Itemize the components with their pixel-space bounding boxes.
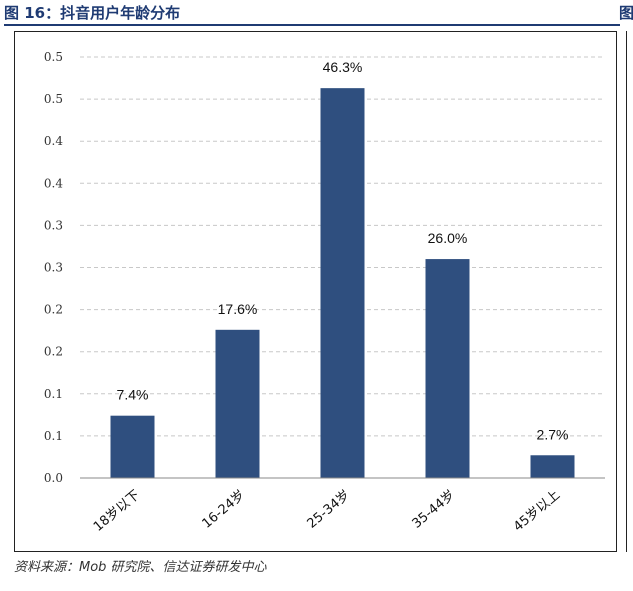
- y-tick-label: 0.3: [44, 218, 63, 232]
- chart-frame: [14, 31, 617, 552]
- adjacent-chart-frame-edge: [626, 31, 633, 552]
- title-underline: [4, 24, 620, 26]
- data-label: 7.4%: [117, 387, 149, 403]
- adjacent-figure-title-fragment: 图: [619, 4, 633, 22]
- y-tick-label: 0.0: [44, 471, 63, 485]
- y-tick-label: 0.3: [44, 261, 63, 275]
- source-note: 资料来源：Mob 研究院、信达证券研发中心: [14, 560, 267, 575]
- x-tick-label: 18岁以下: [91, 488, 143, 535]
- y-tick-label: 0.5: [44, 50, 63, 64]
- data-label: 17.6%: [218, 301, 258, 317]
- x-tick-label: 25-34岁: [305, 488, 354, 532]
- data-labels: 7.4% 17.6% 46.3% 26.0% 2.7%: [117, 59, 569, 442]
- data-label: 46.3%: [323, 59, 363, 75]
- x-tick-label: 16-24岁: [200, 488, 249, 532]
- y-tick-label: 0.5: [44, 92, 63, 106]
- bar: [320, 88, 365, 479]
- x-tick-label: 45岁以上: [511, 488, 563, 535]
- y-tick-label: 0.4: [44, 134, 63, 148]
- data-label: 26.0%: [428, 230, 468, 246]
- bar: [530, 455, 575, 478]
- bar: [215, 329, 260, 478]
- x-axis-tick-labels: 18岁以下 16-24岁 25-34岁 35-44岁 45岁以上: [91, 488, 563, 535]
- bar: [425, 259, 470, 478]
- x-tick-label: 35-44岁: [410, 488, 459, 532]
- y-tick-label: 0.1: [44, 387, 63, 401]
- bar: [110, 415, 155, 478]
- y-tick-label: 0.4: [44, 176, 63, 190]
- data-label: 2.7%: [537, 426, 569, 442]
- y-tick-label: 0.1: [44, 429, 63, 443]
- y-axis-tick-labels: 0.0 0.1 0.1 0.2 0.2 0.3 0.3 0.4 0.4 0.5 0.5: [44, 50, 63, 485]
- y-tick-label: 0.2: [44, 345, 63, 359]
- bars: [110, 88, 575, 479]
- figure-title: 图 16：抖音用户年龄分布: [4, 4, 181, 22]
- y-tick-label: 0.2: [44, 303, 63, 317]
